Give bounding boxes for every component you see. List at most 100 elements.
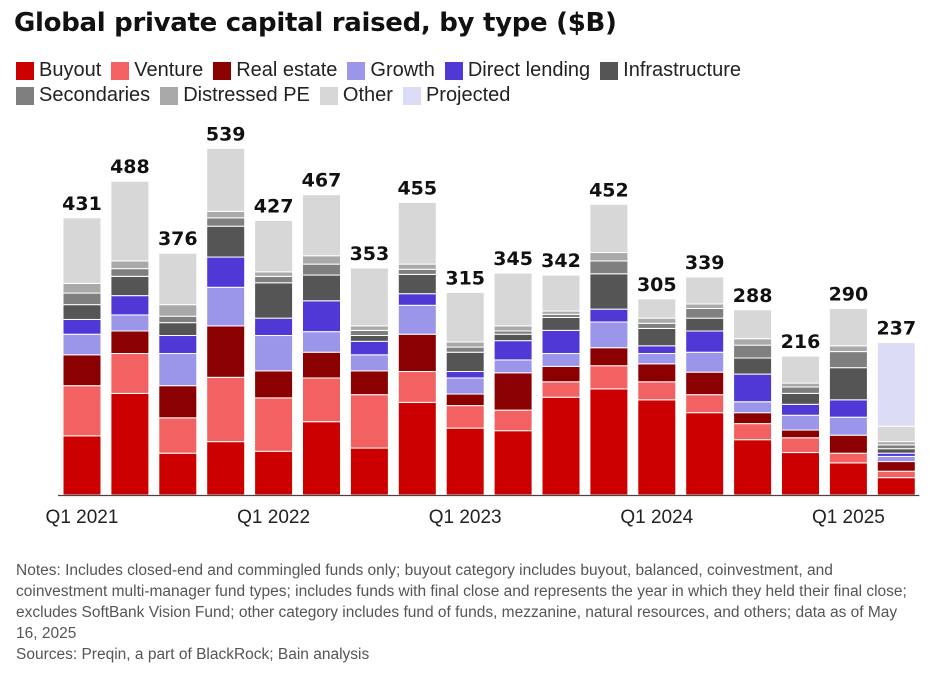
bar-segment-venture-6 — [302, 377, 341, 423]
bar-segment-distressed-pe-16 — [781, 382, 820, 388]
legend-item-distressed-pe: Distressed PE — [160, 84, 310, 107]
bar-segment-growth-10 — [493, 359, 533, 374]
bar-segment-buyout-7 — [349, 447, 389, 496]
bar-segment-real-estate-15 — [733, 412, 773, 425]
total-label-5: 427 — [254, 195, 294, 217]
bar-segment-buyout-13 — [637, 399, 677, 496]
bar-segment-real-estate-8 — [397, 333, 437, 373]
bar-segment-other-6 — [302, 194, 341, 257]
legend-item-buyout: Buyout — [16, 59, 101, 82]
bar-segment-direct-lending-14 — [685, 330, 725, 353]
bar-segment-other-2 — [110, 180, 150, 262]
bar-segment-buyout-16 — [781, 452, 820, 496]
bar-segment-venture-14 — [685, 394, 725, 414]
legend-label-venture: Venture — [134, 59, 204, 81]
total-label-13: 305 — [637, 274, 677, 296]
bar-segment-direct-lending-2 — [110, 295, 150, 316]
bar-segment-venture-9 — [445, 405, 485, 429]
bar-segment-secondaries-7 — [349, 329, 389, 337]
bar-segment-buyout-1 — [62, 435, 102, 496]
total-label-10: 345 — [493, 248, 533, 270]
bar-segment-other-7 — [349, 267, 389, 327]
bar-segment-growth-14 — [685, 351, 725, 373]
bar-segment-other-16 — [781, 355, 820, 384]
bar-segment-other-5 — [254, 219, 294, 273]
bar-segment-buyout-11 — [541, 396, 581, 496]
bar-segment-growth-11 — [541, 353, 581, 367]
bar-segment-other-10 — [493, 272, 533, 327]
total-label-7: 353 — [350, 243, 390, 265]
total-label-17: 290 — [829, 284, 869, 306]
bar-segment-other-11 — [541, 274, 581, 312]
bar-segment-real-estate-3 — [158, 385, 198, 419]
bar-segment-distressed-pe-7 — [349, 325, 389, 331]
legend-item-venture: Venture — [111, 59, 203, 82]
bar-segment-secondaries-8 — [397, 268, 437, 275]
bar-segment-other-4 — [206, 147, 246, 212]
bar-segment-buyout-6 — [302, 421, 341, 496]
bar-segment-venture-10 — [493, 409, 533, 432]
bar-segment-secondaries-18 — [876, 444, 916, 450]
total-label-2: 488 — [110, 156, 150, 178]
legend-swatch-distressed-pe — [160, 86, 179, 105]
bar-segment-real-estate-16 — [781, 429, 820, 439]
bar-segment-distressed-pe-8 — [397, 263, 437, 270]
bar-segment-venture-18 — [876, 470, 916, 479]
bar-segment-distressed-pe-5 — [254, 271, 294, 277]
bar-segment-venture-7 — [349, 394, 389, 449]
bar-segment-direct-lending-8 — [397, 293, 437, 306]
bar-segment-infrastructure-9 — [445, 351, 485, 373]
bar-segment-direct-lending-7 — [349, 340, 389, 356]
total-label-1: 431 — [62, 193, 102, 215]
bar-segment-secondaries-3 — [158, 315, 198, 324]
bar-segment-infrastructure-11 — [541, 317, 581, 331]
bar-segment-growth-2 — [110, 314, 150, 332]
bar-segment-infrastructure-1 — [62, 304, 102, 320]
bar-segment-distressed-pe-17 — [828, 345, 868, 353]
legend-item-projected: Projected — [402, 84, 511, 107]
bar-segment-secondaries-17 — [828, 351, 868, 369]
legend-label-direct-lending: Direct lending — [467, 59, 591, 81]
bar-segment-venture-12 — [589, 365, 629, 390]
bar-segment-infrastructure-13 — [637, 327, 677, 347]
bar-segment-distressed-pe-4 — [206, 210, 246, 219]
legend-row-1: Buyout Venture Real estate Growth Direct… — [16, 58, 916, 83]
bar-segment-real-estate-4 — [206, 325, 246, 378]
bar-segment-other-8 — [397, 201, 437, 265]
bar-segment-distressed-pe-3 — [158, 304, 198, 317]
x-tick-label: Q1 2025 — [812, 507, 885, 528]
bar-segment-infrastructure-12 — [589, 273, 629, 310]
total-label-15: 288 — [733, 285, 773, 307]
bar-segment-buyout-8 — [397, 401, 437, 496]
bar-segment-secondaries-14 — [685, 308, 725, 319]
bar-segment-infrastructure-18 — [876, 448, 916, 454]
bar-segment-buyout-12 — [589, 388, 629, 496]
bar-segment-secondaries-1 — [62, 292, 102, 306]
stacked-bar-chart: 431 488 376 539 427 467 353 455 315 345 342 452 305 3… — [46, 123, 920, 528]
bar-segment-real-estate-2 — [110, 330, 150, 355]
bar-segment-secondaries-16 — [781, 386, 820, 394]
x-tick-label: Q1 2023 — [429, 507, 502, 528]
legend-label-other: Other — [342, 84, 393, 106]
legend-item-real-estate: Real estate — [213, 59, 337, 82]
bar-segment-buyout-9 — [445, 427, 485, 496]
bar-segment-growth-15 — [733, 401, 773, 414]
bar-segment-buyout-5 — [254, 450, 294, 496]
bar-segment-growth-16 — [781, 414, 820, 431]
bar-segment-buyout-3 — [158, 452, 198, 496]
bar-segment-venture-17 — [828, 452, 868, 464]
bar-segment-real-estate-12 — [589, 347, 629, 367]
bar-segment-venture-4 — [206, 376, 246, 443]
bar-segment-infrastructure-14 — [685, 317, 725, 332]
bar-segment-direct-lending-1 — [62, 318, 102, 335]
total-label-11: 342 — [541, 250, 581, 272]
legend-label-projected: Projected — [425, 84, 511, 106]
bar-segment-secondaries-12 — [589, 260, 629, 275]
bar-segment-secondaries-9 — [445, 346, 485, 353]
bar-segment-venture-3 — [158, 417, 198, 454]
bar-segment-real-estate-7 — [349, 370, 389, 396]
bar-segment-secondaries-4 — [206, 217, 246, 227]
bar-segment-other-12 — [589, 203, 629, 254]
total-label-4: 539 — [206, 123, 246, 145]
chart-notes: Notes: Includes closed-end and commingle… — [16, 560, 921, 665]
